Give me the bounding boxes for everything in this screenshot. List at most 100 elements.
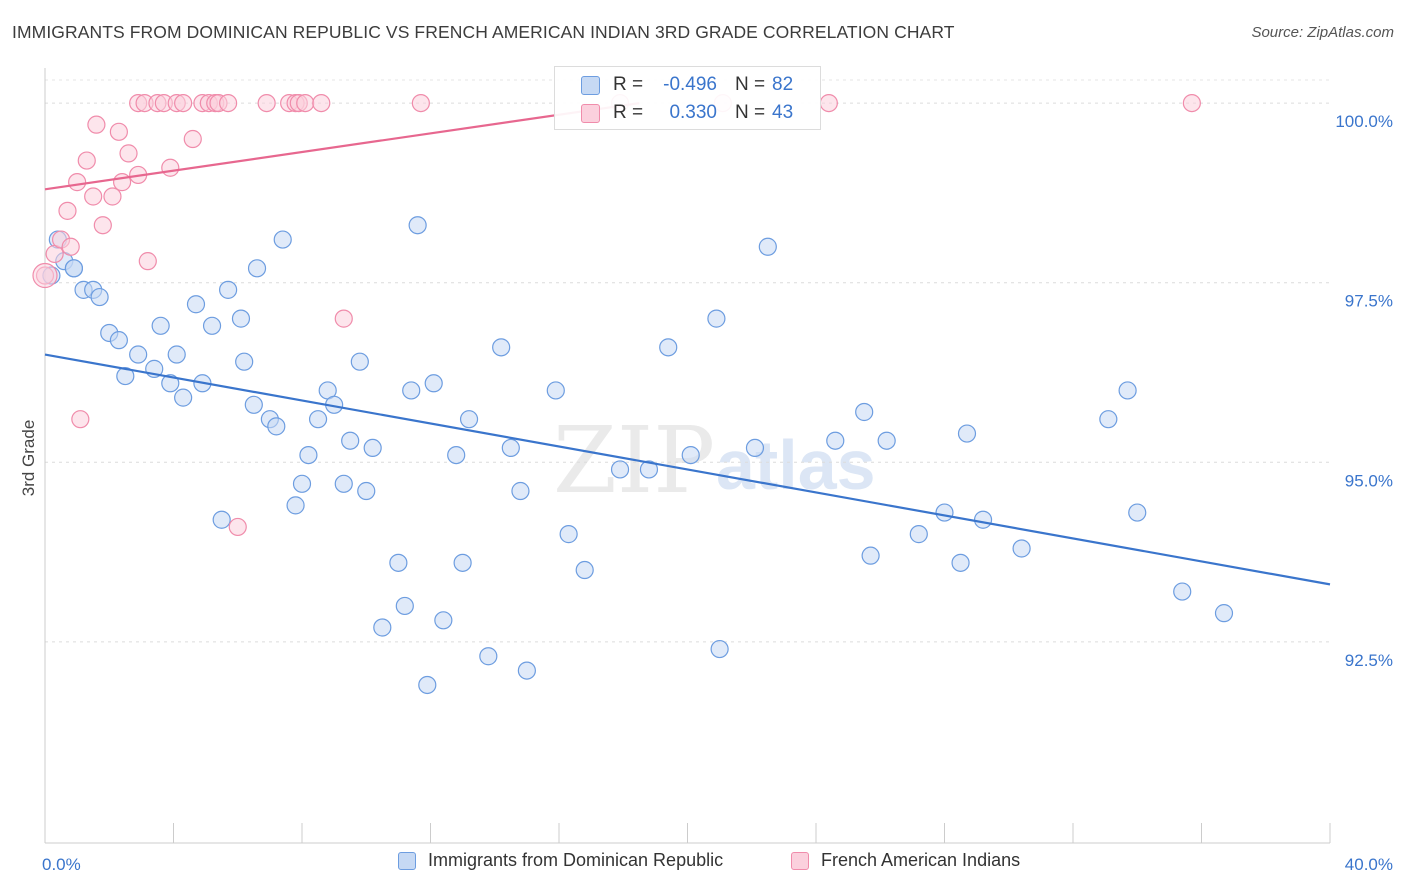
dominican-point (408, 216, 427, 235)
dominican-point (341, 431, 360, 450)
stats-r-label: R = (613, 102, 644, 123)
dominican-point (363, 438, 382, 458)
watermark: ZIP atlas (553, 407, 876, 514)
french-american-indian-point (71, 410, 90, 429)
dominican-point (186, 295, 206, 314)
stats-legend: R = -0.496 N = 82 R = 0.330 N = 43 (554, 66, 821, 130)
stats-r-value: 0.330 (669, 102, 717, 123)
french-american-indian-point (87, 115, 106, 134)
source-label: Source: ZipAtlas.com (1251, 24, 1394, 41)
french-american-indian-trend-line (44, 102, 640, 191)
y-tick-label: 95.0% (1345, 471, 1393, 490)
legend-label-dominican: Immigrants from Dominican Republic (428, 850, 724, 870)
dominican-trend-line (44, 353, 1331, 586)
dominican-point (267, 417, 286, 436)
dominican-point (909, 525, 928, 544)
french-american-indian-point (68, 173, 87, 192)
dominican-point (231, 309, 251, 328)
dominican-point (447, 445, 466, 465)
watermark-atlas: atlas (716, 426, 876, 504)
french-american-indian-point (296, 94, 315, 113)
dominican-point (861, 546, 880, 565)
dominican-point (292, 474, 312, 493)
stats-swatch-french (581, 104, 600, 123)
stats-row-dominican: R = -0.496 N = 82 (555, 71, 820, 101)
dominican-point (826, 431, 845, 450)
dominican-point (546, 381, 565, 400)
dominican-point (957, 424, 977, 443)
dominican-point (334, 474, 353, 493)
french-american-indian-point (174, 94, 193, 113)
dominican-point (373, 618, 392, 637)
french-american-indian-point (161, 158, 180, 177)
dominican-point (212, 510, 231, 529)
dominican-point (308, 410, 328, 429)
dominican-point (235, 352, 254, 371)
dominican-point (951, 553, 970, 572)
chart-title: IMMIGRANTS FROM DOMINICAN REPUBLIC VS FR… (12, 22, 955, 42)
dominican-point (935, 503, 954, 522)
dominican-point (434, 611, 453, 630)
french-american-indian-point (103, 187, 122, 206)
dominican-point (286, 496, 305, 515)
stats-row-french: R = 0.330 N = 43 (555, 99, 820, 129)
dominican-point (710, 639, 729, 659)
french-american-indian-point (61, 237, 80, 256)
dominican-point (1099, 410, 1118, 429)
dominican-point (492, 338, 511, 357)
dominican-point (610, 460, 630, 479)
dominican-point (109, 331, 128, 350)
legend-swatch-dominican (398, 851, 416, 870)
x-tick-label: 0.0% (42, 855, 81, 874)
french-american-indian-point (257, 94, 276, 113)
dominican-point (402, 381, 421, 400)
y-tick-label: 92.5% (1345, 651, 1393, 670)
french-american-indian-point (93, 216, 112, 235)
dominican-point (559, 525, 578, 544)
bottom-legend: Immigrants from Dominican Republic Frenc… (0, 850, 1406, 880)
dominican-point (273, 230, 292, 249)
french-american-indian-point (219, 94, 238, 113)
dominican-point (707, 309, 726, 328)
dominican-point (129, 345, 148, 364)
dominican-point (681, 445, 700, 465)
tick-labels: 100.0% 97.5% 95.0% 92.5% 0.0% 40.0% (42, 112, 1393, 874)
y-tick-label: 97.5% (1345, 292, 1393, 311)
french-american-indian-point (334, 309, 353, 328)
french-american-indian-point (819, 94, 838, 113)
stats-n-label: N = (735, 102, 766, 123)
dominican-point (174, 388, 193, 407)
dominican-point (202, 316, 222, 335)
dominican-point (244, 395, 263, 414)
dominican-point (64, 259, 84, 278)
dominican-point (459, 410, 479, 429)
dominican-point (1173, 582, 1192, 601)
dominican-point (350, 352, 369, 371)
dominican-point (1214, 604, 1234, 623)
french-american-indian-point (32, 262, 58, 289)
legend-item-french: French American Indians (791, 850, 1020, 871)
stats-n-value: 82 (772, 74, 794, 95)
dominican-point (575, 560, 594, 580)
y-axis-label: 3rd Grade (19, 420, 38, 497)
dominican-point (389, 553, 408, 572)
stats-n-value: 43 (772, 102, 794, 123)
dominican-point (511, 481, 530, 501)
stats-r-label: R = (613, 74, 644, 95)
legend-label-french: French American Indians (821, 850, 1021, 870)
stats-r-value: -0.496 (663, 74, 717, 95)
dominican-point (501, 438, 520, 458)
stats-n-label: N = (735, 74, 766, 95)
legend-item-dominican: Immigrants from Dominican Republic (398, 850, 723, 871)
dominican-point (167, 345, 186, 364)
trend-lines (44, 102, 1331, 586)
dominican-point (453, 553, 472, 572)
dominican-point (758, 237, 777, 256)
dominican-point (479, 647, 498, 666)
dominican-point (90, 287, 109, 307)
french-american-indian-point (183, 129, 202, 149)
dominican-point (424, 374, 443, 393)
french-american-indian-point (119, 144, 138, 163)
dominican-point (219, 280, 238, 299)
dominican-point (299, 445, 318, 465)
